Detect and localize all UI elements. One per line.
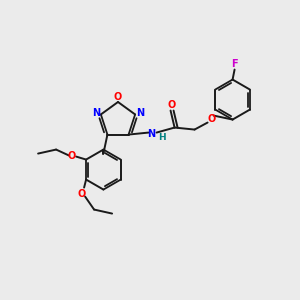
Text: O: O	[167, 100, 176, 110]
Text: O: O	[114, 92, 122, 102]
Text: F: F	[231, 58, 238, 69]
Text: N: N	[148, 129, 156, 139]
Text: O: O	[68, 151, 76, 160]
Text: O: O	[78, 189, 86, 199]
Text: N: N	[136, 108, 144, 118]
Text: N: N	[92, 108, 100, 118]
Text: O: O	[208, 114, 216, 124]
Text: H: H	[158, 133, 165, 142]
